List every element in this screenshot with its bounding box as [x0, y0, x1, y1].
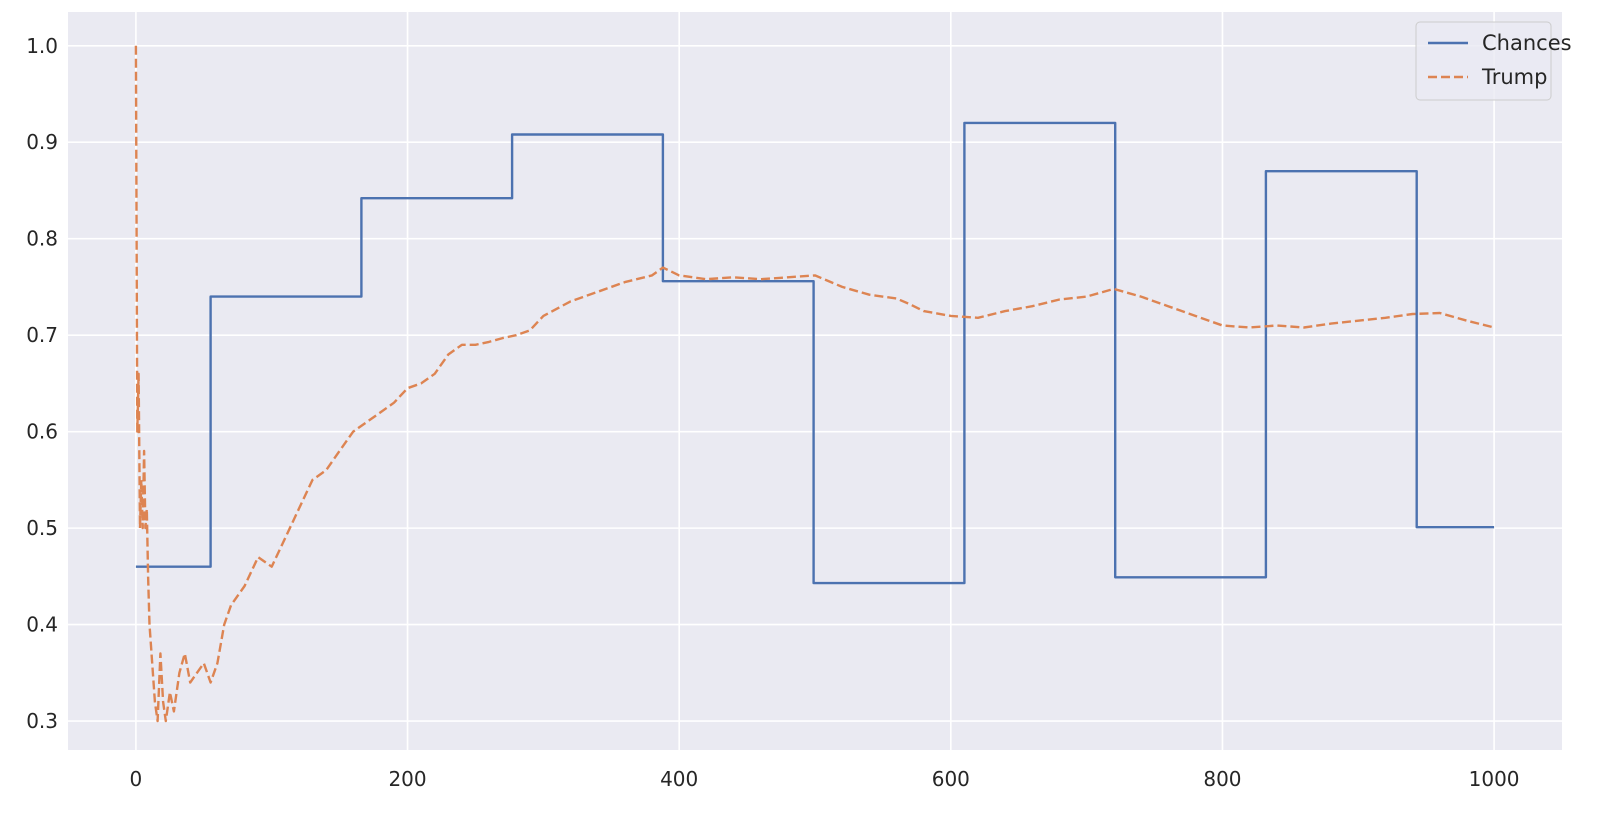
x-tick-label: 1000 [1469, 767, 1520, 791]
legend-label: Chances [1482, 31, 1572, 55]
y-tick-label: 0.6 [26, 420, 58, 444]
grid [68, 12, 1562, 750]
legend-box [1415, 21, 1552, 101]
plot-background [68, 12, 1562, 750]
x-tick-label: 800 [1203, 767, 1241, 791]
y-axis-ticks: 0.3 0.4 0.5 0.6 0.7 0.8 0.9 1.0 [26, 34, 58, 733]
legend: Chances Trump [1415, 21, 1572, 101]
y-tick-label: 0.7 [26, 323, 58, 347]
y-tick-label: 0.4 [26, 613, 58, 637]
x-tick-label: 0 [130, 767, 143, 791]
x-tick-label: 200 [388, 767, 426, 791]
legend-label: Trump [1481, 65, 1547, 89]
series-group [134, 45, 1495, 723]
series-line-chances [135, 121, 1495, 585]
series-line-trump [134, 45, 1495, 723]
y-tick-label: 0.8 [26, 227, 58, 251]
x-tick-label: 600 [932, 767, 970, 791]
y-tick-label: 0.3 [26, 709, 58, 733]
y-tick-label: 1.0 [26, 34, 58, 58]
x-tick-label: 400 [660, 767, 698, 791]
y-tick-label: 0.9 [26, 130, 58, 154]
x-axis-ticks: 0 200 400 600 800 1000 [130, 767, 1520, 791]
y-tick-label: 0.5 [26, 516, 58, 540]
